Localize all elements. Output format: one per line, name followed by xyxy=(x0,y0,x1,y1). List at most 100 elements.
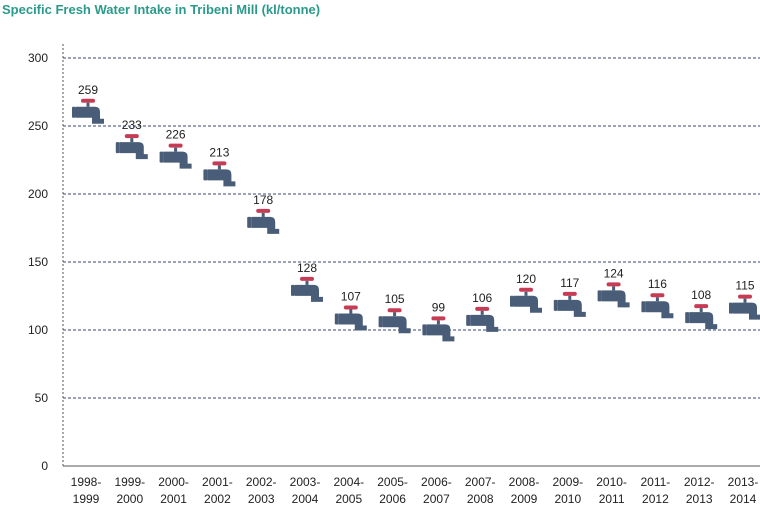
data-label: 259 xyxy=(78,83,98,97)
x-tick-label: 2007 xyxy=(423,492,450,506)
tap-body xyxy=(338,313,367,331)
x-tick-label: 2014 xyxy=(730,492,757,506)
x-tick-label: 2011- xyxy=(640,475,670,489)
tap-flange xyxy=(685,312,690,324)
tap-stem xyxy=(393,312,397,317)
data-label: 115 xyxy=(735,279,754,293)
x-tick-label: 2012- xyxy=(684,475,715,489)
data-label: 99 xyxy=(432,300,446,314)
tap-body xyxy=(119,142,148,160)
tap-flange xyxy=(597,290,602,302)
tap-body xyxy=(470,314,499,332)
data-point-tap-icon xyxy=(466,306,499,332)
tap-flange xyxy=(510,295,514,307)
tap-handle xyxy=(606,282,621,287)
tap-body xyxy=(601,290,630,308)
x-tick-label: 2007- xyxy=(465,475,496,489)
data-label: 106 xyxy=(472,291,492,305)
tap-stem xyxy=(436,320,440,325)
tap-flange xyxy=(641,301,646,313)
chart-title: Specific Fresh Water Intake in Tribeni M… xyxy=(2,2,321,17)
tap-handle xyxy=(343,305,358,310)
x-tick-label: 1998- xyxy=(71,475,102,489)
tap-stem xyxy=(217,165,221,170)
data-label: 124 xyxy=(604,266,624,280)
y-tick-label: 100 xyxy=(28,323,48,337)
data-label: 213 xyxy=(209,145,229,159)
data-label: 226 xyxy=(166,128,186,142)
data-point-tap-icon xyxy=(334,305,367,331)
tap-flange xyxy=(422,324,427,336)
tap-stem xyxy=(699,308,703,313)
x-tick-label: 2013 xyxy=(686,492,713,506)
data-label: 108 xyxy=(691,288,711,302)
tap-stem xyxy=(655,297,659,302)
x-tick-label: 2004 xyxy=(292,492,319,506)
tap-body xyxy=(557,299,586,317)
tap-handle xyxy=(650,293,665,298)
tap-stem xyxy=(174,147,178,152)
x-tick-label: 1999- xyxy=(114,475,145,489)
tap-handle xyxy=(519,287,533,292)
y-tick-label: 300 xyxy=(28,51,48,65)
tap-flange xyxy=(203,169,208,181)
tap-handle xyxy=(738,294,752,299)
tap-stem xyxy=(305,280,309,285)
x-tick-label: 2010- xyxy=(596,475,627,489)
data-point-tap-icon xyxy=(685,304,718,330)
tap-body xyxy=(76,106,104,124)
data-point-tap-icon xyxy=(641,293,674,319)
tap-handle xyxy=(256,208,271,213)
data-point-tap-icon xyxy=(553,291,586,317)
x-tick-label: 2013- xyxy=(728,475,759,489)
x-tick-label: 2001- xyxy=(202,475,233,489)
data-point-tap-icon xyxy=(72,98,104,124)
x-tick-label: 2011 xyxy=(599,492,625,506)
tap-flange xyxy=(729,302,733,314)
x-tick-label: 2012 xyxy=(642,492,669,506)
data-point-tap-icon xyxy=(159,143,192,169)
x-tick-label: 2005- xyxy=(377,475,408,489)
data-point-tap-icon xyxy=(729,294,760,320)
y-tick-label: 0 xyxy=(41,459,48,473)
data-label: 128 xyxy=(297,261,317,275)
tap-body xyxy=(645,301,674,319)
x-tick-label: 2008 xyxy=(467,492,494,506)
tap-stem xyxy=(261,212,265,217)
tap-flange xyxy=(553,299,558,311)
x-tick-label: 2002 xyxy=(204,492,231,506)
x-tick-label: 2002- xyxy=(246,475,277,489)
tap-handle xyxy=(300,276,314,281)
x-tick-label: 2006- xyxy=(421,475,452,489)
tap-flange xyxy=(291,284,295,296)
tap-stem xyxy=(524,291,528,296)
tap-stem xyxy=(349,309,353,314)
tap-handle xyxy=(562,291,577,296)
tap-body xyxy=(163,151,192,169)
x-tick-label: 2008- xyxy=(509,475,540,489)
y-tick-label: 150 xyxy=(28,255,48,269)
x-tick-label: 2000- xyxy=(158,475,189,489)
tap-body xyxy=(382,316,411,334)
tap-handle xyxy=(431,316,446,321)
x-tick-label: 2010 xyxy=(554,492,581,506)
data-point-tap-icon xyxy=(291,276,323,302)
x-tick-label: 1999 xyxy=(73,492,100,506)
data-point-tap-icon xyxy=(203,161,236,187)
tap-body xyxy=(689,312,718,330)
data-point-tap-icon xyxy=(378,308,411,334)
tap-flange xyxy=(115,142,120,154)
data-point-tap-icon xyxy=(422,316,455,342)
data-label: 116 xyxy=(648,277,667,291)
tap-handle xyxy=(475,306,490,311)
tap-body xyxy=(733,302,760,320)
tap-flange xyxy=(247,216,252,228)
x-tick-label: 2003- xyxy=(290,475,321,489)
x-tick-label: 2009 xyxy=(511,492,538,506)
tap-stem xyxy=(480,310,484,315)
y-tick-label: 50 xyxy=(35,391,49,405)
tap-body xyxy=(295,284,323,302)
tap-flange xyxy=(334,313,339,325)
x-tick-label: 2001 xyxy=(160,492,187,506)
